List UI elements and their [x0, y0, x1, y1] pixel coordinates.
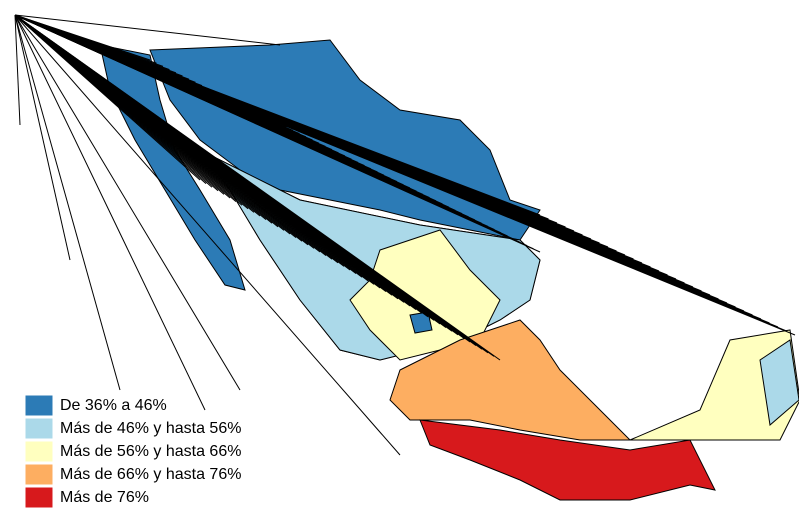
artifact-line — [14, 14, 121, 391]
legend-swatch — [24, 440, 54, 463]
artifact-line — [14, 14, 796, 336]
artifact-lines — [14, 14, 796, 456]
artifact-line — [14, 14, 501, 361]
artifact-line — [14, 14, 241, 391]
region-yucatan-east — [759, 339, 799, 426]
legend-swatch — [24, 463, 54, 486]
legend-swatch — [24, 394, 54, 417]
legend-label: Más de 56% y hasta 66% — [60, 443, 241, 460]
artifact-line — [14, 14, 71, 261]
region-yucatan — [629, 329, 799, 441]
region-south — [419, 419, 716, 501]
artifact-line — [14, 14, 21, 126]
legend: De 36% a 46% Más de 46% y hasta 56% Más de… — [24, 394, 241, 509]
legend-label: De 36% a 46% — [60, 397, 167, 414]
artifact-line — [14, 14, 401, 456]
legend-swatch — [24, 486, 54, 509]
legend-label: Más de 46% y hasta 56% — [60, 420, 241, 437]
artifact-line — [14, 14, 206, 411]
legend-swatch — [24, 417, 54, 440]
artifact-line — [14, 14, 541, 253]
legend-label: Más de 76% — [60, 489, 149, 506]
regions — [99, 39, 799, 501]
artifact-line — [14, 14, 281, 46]
legend-label: Más de 66% y hasta 76% — [60, 466, 241, 483]
